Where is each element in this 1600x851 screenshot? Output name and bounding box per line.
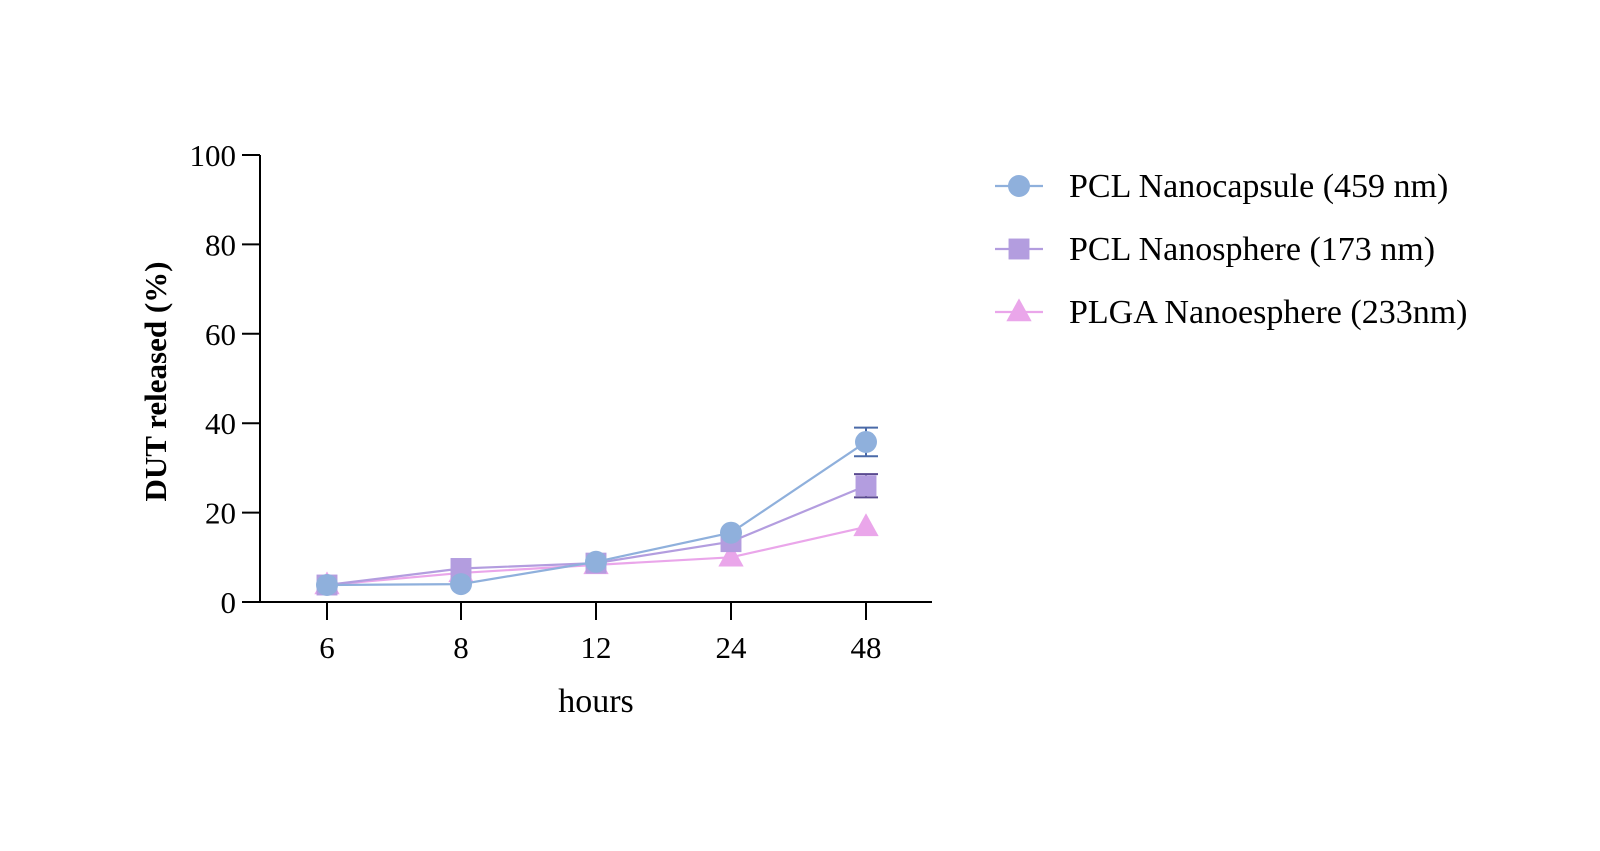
y-tick-label: 0 — [221, 585, 237, 620]
legend-label: PCL Nanocapsule (459 nm) — [1069, 168, 1448, 205]
y-tick-label: 80 — [205, 227, 236, 262]
data-point — [450, 573, 472, 596]
x-tick-label: 8 — [453, 630, 469, 665]
legend: PCL Nanocapsule (459 nm) PCL Nanosphere (… — [995, 168, 1467, 331]
legend-entry-pcl-nanocapsule-459-nm: PCL Nanocapsule (459 nm) — [995, 168, 1448, 205]
data-point — [316, 574, 338, 597]
axes: 0 20 40 60 80 100 6 8 12 24 48 — [190, 138, 932, 665]
legend-marker — [1008, 238, 1030, 260]
data-point — [585, 550, 607, 573]
y-tick-label: 100 — [190, 138, 237, 173]
data-point — [720, 521, 742, 544]
x-tick-label: 6 — [319, 630, 335, 665]
x-tick-label: 48 — [851, 630, 882, 665]
series-pcl-nanocapsule-459-nm — [316, 426, 878, 597]
legend-marker — [1008, 175, 1030, 197]
data-point — [718, 543, 744, 567]
legend-label: PCL Nanosphere (173 nm) — [1069, 231, 1435, 268]
y-tick-label: 60 — [205, 317, 236, 352]
data-point — [853, 513, 879, 537]
legend-entry-pcl-nanosphere-173-nm: PCL Nanosphere (173 nm) — [995, 231, 1435, 268]
data-point — [855, 430, 877, 453]
series-layer — [314, 426, 879, 597]
data-point — [855, 475, 877, 497]
y-tick-label: 40 — [205, 406, 236, 441]
y-tick-label: 20 — [205, 496, 236, 531]
legend-label: PLGA Nanoesphere (233nm) — [1069, 294, 1467, 331]
legend-marker — [1006, 298, 1032, 322]
x-axis-title: hours — [558, 683, 634, 720]
x-tick-label: 24 — [716, 630, 748, 665]
legend-entry-plga-nanoesphere-233nm: PLGA Nanoesphere (233nm) — [995, 294, 1467, 331]
x-tick-label: 12 — [581, 630, 612, 665]
data-point — [450, 558, 472, 579]
y-axis-title: DUT released (%) — [138, 262, 173, 502]
